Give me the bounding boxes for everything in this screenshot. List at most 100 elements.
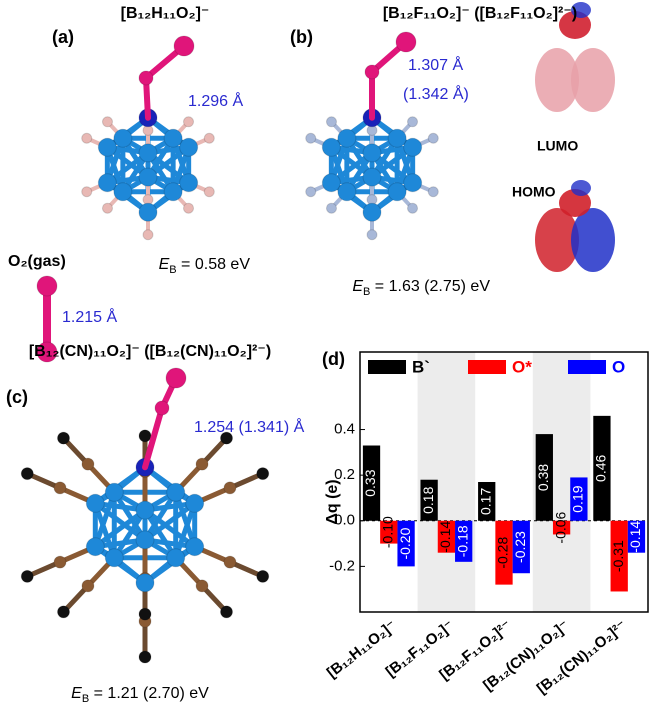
panel-label: (c) [6, 387, 28, 407]
atom [387, 128, 407, 148]
atom [173, 35, 195, 57]
orbital-label: HOMO [512, 184, 556, 200]
bar [478, 482, 496, 521]
atom [366, 229, 378, 241]
bar-chart: -0.2 0.0 0.2 0.4 Δq (e) 0.33 0.18 0.17 0.38 0.46 -… [324, 351, 649, 697]
atom [138, 70, 154, 86]
atom [85, 537, 105, 557]
atom [183, 202, 195, 214]
bar [362, 445, 381, 521]
atom [138, 167, 158, 187]
bond [142, 489, 179, 543]
bar [420, 479, 438, 521]
bar [512, 520, 530, 574]
atom [203, 132, 215, 144]
bond-length: 1.254 (1.341) Å [194, 417, 305, 436]
atom [81, 186, 93, 198]
atom [195, 457, 209, 471]
orbital-lobe [571, 180, 591, 196]
atom [81, 132, 93, 144]
bar [610, 520, 628, 592]
value-label: 0.18 [420, 486, 436, 513]
atom [256, 467, 270, 481]
bond [92, 507, 148, 550]
atom [163, 182, 183, 202]
atom [20, 569, 34, 583]
atom [104, 548, 124, 568]
bond [142, 507, 179, 561]
atom [138, 202, 158, 222]
atom [101, 202, 113, 214]
bond-length: 1.307 Å [408, 55, 463, 74]
bond [111, 489, 148, 543]
bond-length: (1.342 Å) [403, 84, 469, 103]
atom [395, 31, 417, 53]
atom [203, 186, 215, 198]
panel-title: [B₁₂H₁₁O₂]⁻ [121, 5, 210, 22]
atom [179, 173, 199, 193]
gas-bond: 1.215 Å [62, 307, 117, 326]
atom [166, 548, 186, 568]
bar [495, 520, 513, 585]
atom [57, 431, 71, 445]
bar [397, 520, 415, 567]
atom [185, 493, 205, 513]
atom [387, 182, 407, 202]
atom [138, 607, 152, 621]
atom [57, 605, 71, 619]
bond [92, 500, 148, 543]
bond [142, 507, 198, 550]
bar [552, 520, 571, 535]
atom [325, 116, 337, 128]
bar [593, 415, 611, 521]
binding-energy: EB = 1.21 (2.70) eV [71, 685, 209, 705]
atom [325, 202, 337, 214]
atom [403, 137, 423, 157]
value-label: 0.17 [477, 488, 493, 515]
atom [135, 530, 155, 550]
atom [427, 186, 439, 198]
bar [535, 434, 553, 521]
atom [364, 64, 380, 80]
symbol: E [71, 685, 82, 702]
atom [321, 173, 341, 193]
orbital-lobe [559, 11, 591, 39]
legend-label: B` [412, 357, 430, 376]
legend-swatch [568, 360, 606, 374]
atom [362, 202, 382, 222]
value-label: -0.20 [397, 527, 413, 559]
atom [97, 173, 117, 193]
legend-swatch [468, 360, 506, 374]
atom [113, 128, 133, 148]
atom [97, 137, 117, 157]
text: = 0.58 eV [177, 256, 251, 273]
atom [142, 229, 154, 241]
atom [403, 173, 423, 193]
bond [111, 507, 148, 561]
bond [173, 489, 198, 550]
atom [36, 341, 58, 363]
plot-frame [359, 351, 649, 613]
bar [455, 520, 473, 562]
atom [305, 132, 317, 144]
subscript: B [169, 264, 176, 276]
atom [53, 555, 67, 569]
value-label: 0.38 [535, 464, 551, 491]
symbol: E [159, 256, 170, 273]
atom [337, 182, 357, 202]
atom [101, 116, 113, 128]
atom [20, 467, 34, 481]
bond [142, 405, 165, 471]
subscript: B [82, 693, 89, 705]
value-label: -0.28 [495, 537, 511, 569]
atom [223, 555, 237, 569]
atom [81, 457, 95, 471]
value-label: -0.14 [437, 521, 453, 553]
y-tick-label: -0.2 [329, 557, 355, 574]
value-label: -0.31 [610, 540, 626, 572]
y-tick-label: 0.0 [334, 512, 355, 529]
panel-label: (a) [52, 27, 74, 47]
bar [437, 520, 456, 553]
atom [362, 143, 382, 163]
